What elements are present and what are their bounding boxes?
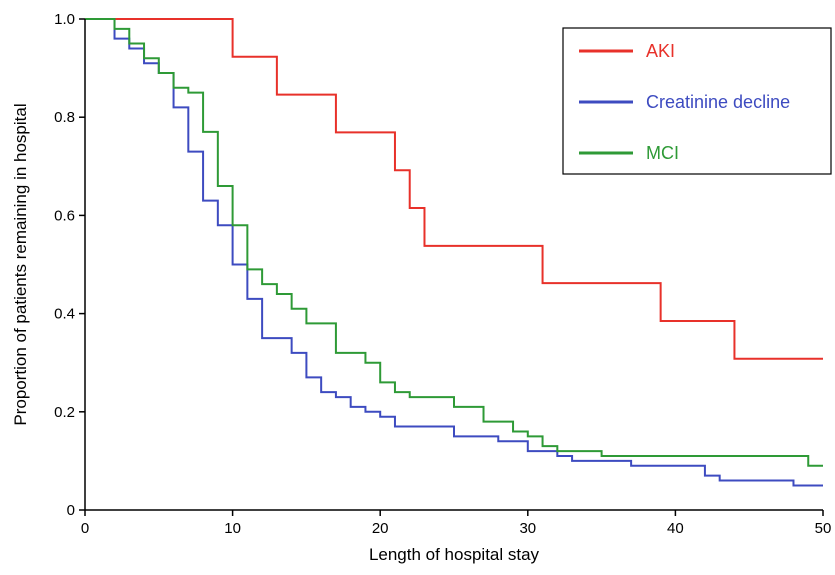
legend: AKI Creatinine decline MCI [562, 27, 832, 175]
x-axis-label: Length of hospital stay [369, 545, 540, 564]
y-tick-label: 0.2 [54, 404, 75, 421]
x-tick-label: 30 [519, 520, 536, 537]
axes-layer: 0 10 20 30 40 50 0 0.2 0.4 0.6 0.8 1.0 [54, 11, 831, 537]
series-line-mci [85, 18, 823, 467]
x-tick-label: 50 [815, 520, 832, 537]
x-tick-label: 20 [372, 520, 389, 537]
y-tick-label: 0.6 [54, 207, 75, 224]
y-tick-label: 1.0 [54, 11, 75, 28]
y-axis-label: Proportion of patients remaining in hosp… [11, 103, 30, 425]
legend-label: MCI [646, 143, 679, 163]
y-tick-label: 0.8 [54, 109, 75, 126]
x-tick-label: 0 [81, 520, 89, 537]
series-layer [85, 18, 823, 487]
series-line-aki [85, 18, 823, 360]
x-tick-label: 40 [667, 520, 684, 537]
legend-label: AKI [646, 41, 675, 61]
x-tick-label: 10 [224, 520, 241, 537]
y-tick-label: 0.4 [54, 306, 75, 323]
series-line-creatinine-decline [85, 18, 823, 487]
y-tick-label: 0 [67, 502, 75, 519]
legend-label: Creatinine decline [646, 92, 790, 112]
